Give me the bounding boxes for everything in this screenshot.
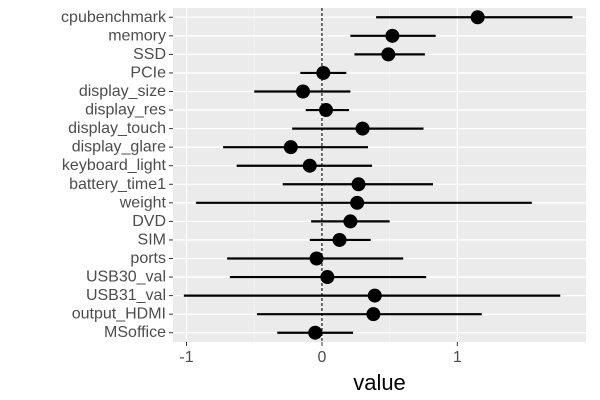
point-display_touch [355,121,370,136]
point-battery_time1 [351,177,366,192]
y-label-USB30_val: USB30_val [86,269,166,286]
y-label-weight: weight [119,194,167,211]
y-label-battery_time1: battery_time1 [69,176,166,193]
y-label-SIM: SIM [138,231,166,248]
point-memory [385,28,400,43]
point-weight [350,195,365,210]
point-display_size [295,84,310,99]
y-label-USB31_val: USB31_val [86,287,166,304]
y-label-SSD: SSD [133,46,166,63]
x-tick-label: 0 [317,349,326,366]
point-USB31_val [367,288,382,303]
point-display_res [319,103,334,118]
y-label-display_res: display_res [85,102,166,119]
point-display_glare [283,140,298,155]
x-axis-labels: -1 0 1 [179,349,461,366]
y-label-display_glare: display_glare [72,139,166,156]
point-output_HDMI [366,307,381,322]
point-PCIe [316,65,331,80]
point-DVD [343,214,358,229]
y-label-MSoffice: MSoffice [104,324,166,341]
estimate-points [283,10,485,340]
y-axis-ticks [169,16,173,334]
point-ports [309,251,324,266]
y-label-output_HDMI: output_HDMI [72,306,166,323]
point-USB30_val [320,270,335,285]
x-tick-label: -1 [179,349,193,366]
point-SIM [332,232,347,247]
minor-gridlines [253,8,391,342]
y-label-DVD: DVD [132,213,166,230]
x-tick-label: 1 [453,349,462,366]
x-axis-title: value [353,370,406,395]
point-MSoffice [308,325,323,340]
y-label-keyboard_light: keyboard_light [62,157,167,174]
x-axis-ticks [186,342,458,346]
y-label-cpubenchmark: cpubenchmark [61,9,167,26]
y-label-display_size: display_size [79,83,166,100]
y-label-display_touch: display_touch [68,120,166,137]
y-label-ports: ports [130,250,166,267]
y-label-PCIe: PCIe [130,64,166,81]
point-keyboard_light [302,158,317,173]
point-SSD [381,47,396,62]
point-cpubenchmark [470,10,485,25]
plot-panel [173,8,586,342]
y-label-memory: memory [108,27,166,44]
